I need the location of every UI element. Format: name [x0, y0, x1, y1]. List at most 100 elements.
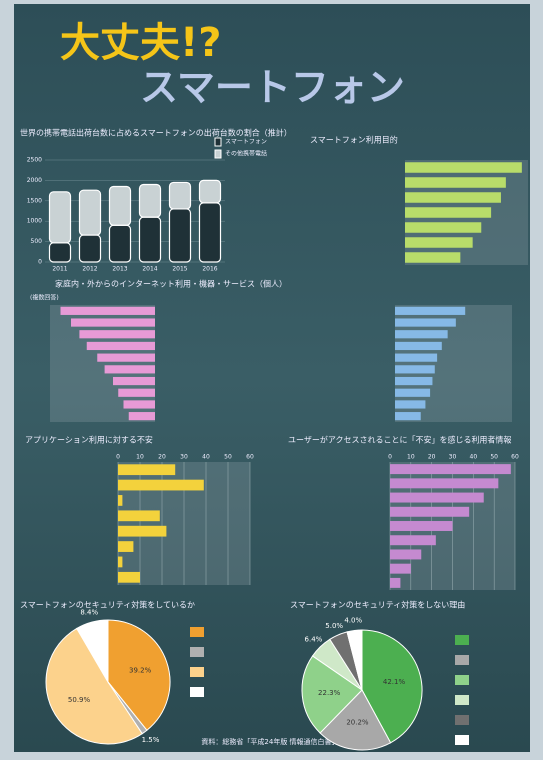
bar [118, 510, 160, 521]
bar [395, 365, 435, 373]
chart-title: 世界の携帯電話出荷台数に占めるスマートフォンの出荷台数の割合（推計） [20, 128, 292, 138]
bar [118, 526, 166, 537]
subtitle: スマートフォン [140, 66, 405, 110]
legend-swatch [190, 647, 204, 657]
y-tick-label: 1000 [27, 218, 42, 225]
legend-label: その他携帯電話 [225, 150, 267, 158]
legend-swatch [455, 695, 469, 705]
bar-segment [80, 235, 101, 262]
data-label: 6.4% [305, 636, 323, 644]
chart-title: スマートフォン利用目的 [310, 135, 398, 145]
x-tick-label: 2014 [142, 266, 157, 273]
bar [87, 342, 155, 350]
bar-segment [140, 184, 161, 217]
x-tick-label: 0 [388, 454, 392, 461]
bar [113, 377, 155, 385]
bar [124, 400, 156, 408]
bar [390, 493, 484, 503]
legend-swatch [190, 627, 204, 637]
legend-swatch [190, 687, 204, 697]
bar [405, 252, 460, 263]
chart-title: スマートフォンのセキュリティ対策をしているか [20, 600, 195, 610]
legend-swatch [455, 675, 469, 685]
poster: 大丈夫!? スマートフォン 資料：総務省「平成24年版 情報通信白書」 世界の携… [0, 0, 543, 756]
x-tick-label: 50 [224, 454, 232, 461]
bar [71, 318, 155, 326]
bar [118, 480, 204, 491]
bar [390, 507, 469, 517]
x-tick-label: 50 [490, 454, 498, 461]
legend-swatch [215, 138, 221, 146]
bar [395, 400, 425, 408]
data-label: 20.2% [346, 719, 369, 727]
bar [390, 578, 400, 588]
data-label: 42.1% [383, 678, 406, 686]
x-tick-label: 20 [428, 454, 436, 461]
legend-swatch [455, 735, 469, 745]
bar-segment [80, 190, 101, 235]
legend-swatch [455, 635, 469, 645]
footer: 資料：総務省「平成24年版 情報通信白書」 [201, 737, 338, 746]
x-tick-label: 10 [407, 454, 415, 461]
bar-segment [170, 209, 191, 262]
bar [390, 549, 421, 559]
bar [118, 495, 122, 506]
chart-title: 家庭内・外からのインターネット利用・機器・サービス（個人） [55, 279, 287, 289]
y-tick-label: 1500 [27, 197, 42, 204]
bar [395, 307, 465, 315]
y-tick-label: 0 [38, 259, 42, 266]
x-tick-label: 2013 [112, 266, 127, 273]
data-label: 50.9% [68, 696, 91, 704]
bar [395, 318, 456, 326]
x-tick-label: 20 [158, 454, 166, 461]
legend-swatch [455, 715, 469, 725]
bar-segment [110, 187, 131, 226]
y-tick-label: 2000 [27, 177, 42, 184]
bar [61, 307, 156, 315]
x-tick-label: 2016 [202, 266, 217, 273]
data-label: 1.5% [142, 736, 160, 744]
bar-segment [200, 180, 221, 202]
bar-segment [140, 217, 161, 262]
x-tick-label: 0 [116, 454, 120, 461]
bar [390, 464, 511, 474]
bar [97, 354, 155, 362]
x-tick-label: 60 [511, 454, 519, 461]
legend-swatch [215, 150, 221, 158]
bar-segment [50, 243, 71, 262]
y-tick-label: 2500 [27, 157, 42, 164]
bar [405, 207, 491, 218]
bar [395, 354, 437, 362]
bar [395, 377, 432, 385]
bar-segment [110, 225, 131, 262]
bar [118, 572, 140, 583]
bar-segment [200, 203, 221, 262]
x-tick-label: 2012 [82, 266, 97, 273]
bar [405, 222, 481, 233]
x-tick-label: 40 [202, 454, 210, 461]
legend-label: スマートフォン [225, 139, 267, 146]
data-label: 8.4% [80, 608, 98, 616]
x-tick-label: 10 [136, 454, 144, 461]
bar [390, 478, 498, 488]
title: 大丈夫!? [60, 20, 221, 66]
data-label: 4.0% [344, 617, 362, 625]
x-tick-label: 2011 [52, 266, 67, 273]
page: 大丈夫!? スマートフォン 資料：総務省「平成24年版 情報通信白書」 世界の携… [0, 0, 543, 756]
bar [395, 412, 421, 420]
bar [390, 564, 411, 574]
chart-title: アプリケーション利用に対する不安 [25, 435, 153, 445]
y-tick-label: 500 [31, 238, 43, 245]
data-label: 5.0% [325, 622, 343, 630]
bar [405, 177, 506, 188]
bar [129, 412, 155, 420]
bar [79, 330, 155, 338]
legend-swatch [190, 667, 204, 677]
x-tick-label: 60 [246, 454, 254, 461]
bar [118, 541, 133, 552]
x-tick-label: 2015 [172, 266, 187, 273]
bar [118, 557, 122, 568]
bar [405, 162, 522, 173]
data-label: 22.3% [318, 689, 341, 697]
data-label: 39.2% [129, 667, 152, 675]
